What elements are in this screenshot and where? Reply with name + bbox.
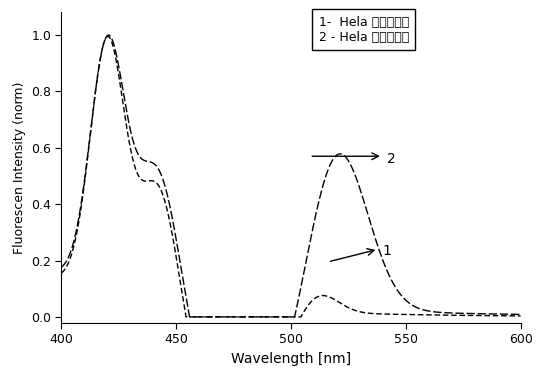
Text: 1-  Hela 细胞氧化前
2 - Hela 细胞氧化后: 1- Hela 细胞氧化前 2 - Hela 细胞氧化后 bbox=[319, 15, 409, 43]
X-axis label: Wavelength [nm]: Wavelength [nm] bbox=[231, 352, 351, 366]
Y-axis label: Fluorescen Intensity (norm): Fluorescen Intensity (norm) bbox=[13, 81, 26, 254]
Text: 2: 2 bbox=[387, 152, 396, 166]
Text: 1: 1 bbox=[383, 244, 392, 258]
